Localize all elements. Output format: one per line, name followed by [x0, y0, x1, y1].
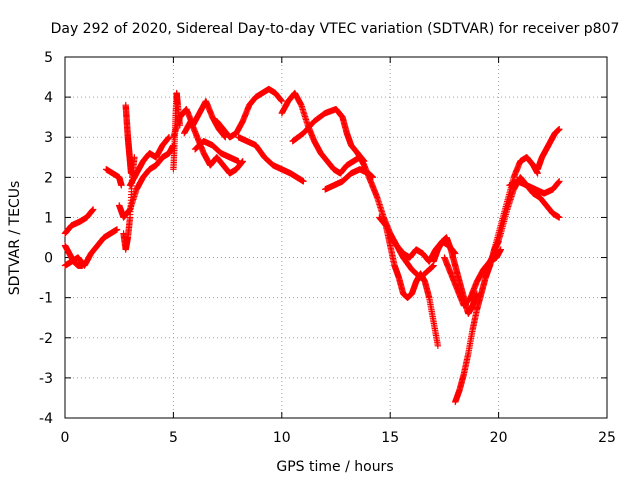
data-point	[113, 226, 121, 233]
data-point	[300, 178, 307, 185]
series-arc-8	[126, 134, 173, 189]
y-tick-label: 3	[44, 130, 53, 146]
data-point	[556, 178, 563, 185]
y-tick-label: -1	[39, 291, 53, 307]
y-tick-label: -4	[39, 411, 53, 427]
series-arc-21	[430, 234, 481, 317]
series-arc-25	[491, 154, 541, 253]
series-arc-10	[170, 97, 229, 141]
chart-title: Day 292 of 2020, Sidereal Day-to-day VTE…	[51, 21, 620, 37]
series-arc-3	[61, 242, 86, 269]
x-tick-label: 0	[61, 430, 70, 446]
y-tick-label: 0	[44, 251, 53, 267]
series-arc-19	[376, 214, 442, 349]
data-point	[127, 170, 135, 177]
series-arc-27	[534, 126, 563, 173]
series-arc-6	[122, 101, 135, 177]
series-arc-4	[102, 166, 125, 189]
data-point	[89, 206, 97, 213]
series-arc-16	[289, 105, 368, 165]
y-axis-label: SDTVAR / TECUs	[7, 181, 23, 296]
data-point	[434, 342, 442, 349]
plot-frame	[64, 56, 608, 419]
series-arc-22	[441, 246, 504, 309]
x-tick-label: 5	[169, 430, 178, 446]
data-marks	[61, 85, 563, 406]
series-arc-11	[181, 117, 246, 177]
y-tick-label: 1	[44, 210, 53, 226]
series-arc-15	[278, 89, 364, 177]
data-point	[118, 182, 125, 189]
x-tick-label: 10	[273, 430, 291, 446]
data-point	[556, 214, 563, 221]
data-point	[235, 158, 242, 165]
y-tick-label: 2	[44, 170, 53, 186]
y-tick-label: 4	[44, 90, 53, 106]
axis-ticks: 0 5 10 15 20 25 -4 -3 -2 -1 0 1 2 3 4 5	[39, 50, 616, 446]
data-point	[79, 262, 86, 269]
series-arc-14	[235, 134, 307, 185]
x-tick-label: 15	[381, 430, 399, 446]
y-tick-label: -2	[39, 331, 53, 347]
series-arc-2	[61, 206, 97, 237]
data-point	[556, 126, 563, 133]
data-point	[278, 97, 285, 105]
series-arc-7	[116, 142, 177, 221]
y-tick-label: -3	[39, 371, 53, 387]
x-tick-label: 20	[490, 430, 508, 446]
y-tick-label: 5	[44, 50, 53, 66]
series-arc-26	[506, 178, 563, 197]
series-arc-13	[213, 85, 285, 141]
series-arc-12	[191, 138, 242, 165]
x-axis-label: GPS time / hours	[276, 459, 393, 475]
x-tick-label: 25	[598, 430, 616, 446]
